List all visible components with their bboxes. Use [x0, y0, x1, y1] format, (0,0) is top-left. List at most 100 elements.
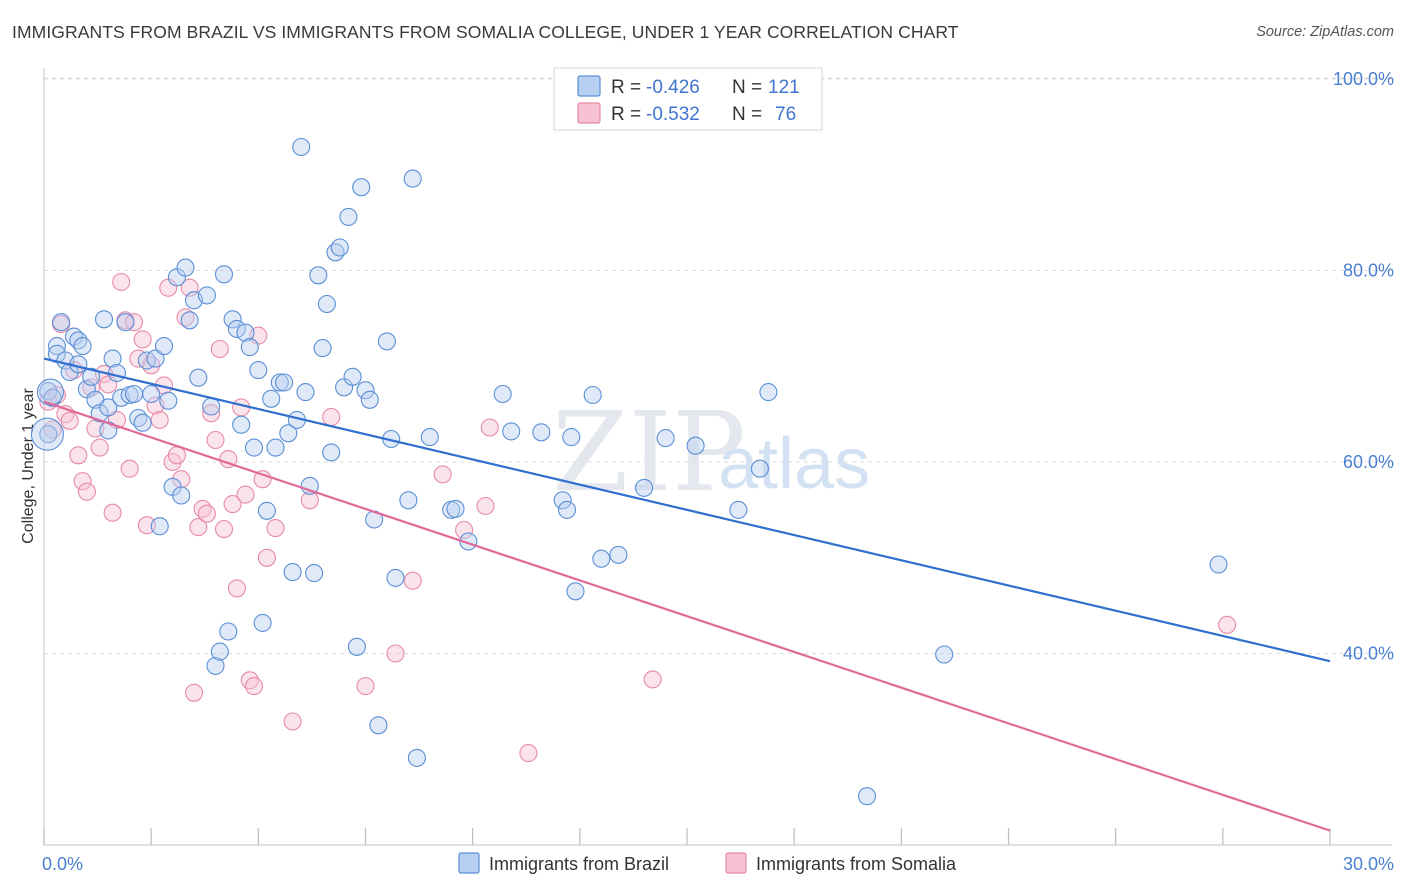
brazil-point-36 [176, 258, 195, 277]
brazil-point-5 [52, 313, 71, 332]
brazil-point-44 [214, 265, 234, 284]
brazil-point-26 [133, 413, 152, 432]
brazil-point-98 [583, 385, 602, 405]
brazil-cluster-marker-1 [30, 417, 64, 451]
brazil-point-45 [219, 622, 238, 641]
legend-r-value-somalia: -0.532 [646, 104, 700, 125]
somalia-point-65 [1218, 615, 1237, 634]
brazil-point-93 [532, 423, 551, 442]
brazil-point-64 [300, 476, 319, 495]
brazil-point-29 [146, 349, 165, 368]
somalia-point-63 [519, 744, 538, 763]
y-tick-label-100: 100.0% [1333, 69, 1394, 89]
brazil-point-74 [343, 367, 362, 386]
brazil-point-87 [420, 428, 439, 447]
brazil-point-91 [493, 384, 512, 404]
bottom-legend-swatch-brazil [458, 852, 480, 874]
legend-n-value-brazil: 121 [768, 77, 800, 98]
x-tick-label-max: 30.0% [1343, 854, 1394, 874]
brazil-point-62 [292, 137, 311, 157]
somalia-point-57 [386, 644, 405, 663]
brazil-point-24 [124, 384, 144, 404]
somalia-point-56 [356, 677, 375, 696]
brazil-point-59 [279, 424, 298, 443]
brazil-point-22 [116, 313, 135, 332]
brazil-point-66 [309, 266, 328, 285]
somalia-points [39, 272, 1237, 763]
bottom-legend-swatch-somalia [725, 852, 747, 874]
somalia-point-48 [244, 677, 264, 696]
brazil-point-92 [502, 422, 521, 441]
brazil-trend-line [43, 357, 1331, 663]
somalia-point-64 [643, 670, 662, 689]
brazil-point-30 [150, 517, 169, 536]
legend-n-value-somalia: 76 [775, 104, 796, 125]
legend-r-label-somalia: R = [611, 104, 641, 125]
somalia-point-58 [403, 571, 422, 590]
brazil-point-16 [94, 310, 114, 329]
somalia-point-30 [167, 446, 186, 465]
y-axis-label: College, Under 1 year [20, 388, 37, 544]
brazil-point-32 [159, 391, 178, 410]
brazil-point-31 [154, 337, 174, 356]
legend-n-label-brazil: N = [732, 77, 762, 98]
brazil-point-100 [609, 545, 628, 564]
brazil-point-89 [446, 499, 465, 518]
watermark-atlas: atlas [718, 424, 870, 504]
brazil-point-0 [39, 425, 58, 444]
bottom-legend-label-brazil: Immigrants from Brazil [489, 854, 669, 874]
brazil-point-18 [99, 398, 118, 417]
brazil-point-104 [729, 500, 748, 519]
somalia-point-51 [257, 548, 276, 567]
somalia-point-53 [283, 712, 302, 731]
somalia-point-23 [137, 516, 156, 535]
brazil-point-105 [750, 459, 769, 478]
trend-lines [43, 357, 1331, 832]
y-tick-labels: 40.0% 60.0% 80.0% 100.0% [1333, 69, 1394, 664]
somalia-point-22 [133, 330, 152, 349]
brazil-point-41 [202, 397, 221, 416]
brazil-point-71 [330, 238, 349, 257]
brazil-point-68 [317, 294, 336, 314]
brazil-point-77 [356, 381, 375, 400]
brazil-point-48 [232, 415, 251, 434]
somalia-trend-line [43, 400, 1331, 832]
somalia-point-40 [210, 339, 229, 359]
somalia-point-52 [266, 519, 285, 538]
somalia-point-62 [480, 418, 499, 437]
brazil-point-51 [244, 438, 264, 457]
brazil-point-85 [403, 169, 422, 188]
brazil-point-65 [305, 564, 324, 583]
somalia-point-19 [120, 459, 139, 478]
brazil-point-95 [557, 500, 577, 519]
brazil-point-47 [227, 319, 246, 338]
brazil-point-28 [142, 384, 161, 404]
brazil-point-40 [197, 286, 216, 305]
brazil-point-60 [283, 563, 302, 582]
brazil-points [30, 137, 1228, 806]
brazil-point-80 [369, 716, 388, 735]
legend-r-value-brazil: -0.426 [646, 77, 700, 98]
somalia-point-44 [227, 579, 246, 598]
brazil-point-108 [935, 645, 954, 664]
somalia-point-54 [300, 491, 319, 510]
brazil-point-42 [206, 656, 225, 675]
brazil-point-50 [240, 338, 259, 357]
brazil-point-83 [386, 568, 405, 587]
brazil-point-86 [407, 748, 426, 767]
brazil-point-63 [296, 383, 315, 402]
brazil-point-37 [180, 311, 199, 330]
somalia-point-39 [206, 430, 225, 450]
brazil-point-78 [360, 390, 379, 409]
somalia-point-15 [103, 503, 122, 522]
somalia-point-12 [90, 438, 109, 457]
brazil-point-46 [223, 310, 242, 329]
brazil-point-52 [249, 361, 268, 380]
brazil-point-73 [339, 207, 358, 226]
brazil-point-69 [322, 443, 341, 462]
brazil-point-76 [352, 178, 371, 197]
legend-n-label-somalia: N = [732, 104, 762, 125]
somalia-point-17 [112, 272, 131, 292]
y-tick-label-80: 80.0% [1343, 261, 1394, 281]
brazil-point-67 [313, 339, 332, 358]
